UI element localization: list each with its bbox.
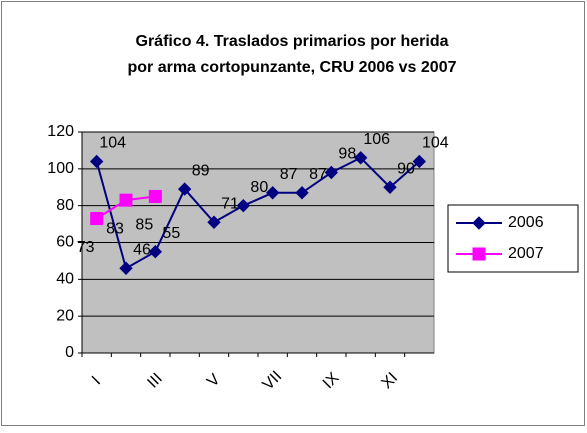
point xyxy=(177,182,192,196)
legend-marker xyxy=(472,216,486,230)
point xyxy=(324,165,339,180)
data-label: 80 xyxy=(250,179,268,196)
data-label: 104 xyxy=(422,135,449,152)
y-tick-label: 120 xyxy=(47,123,74,140)
point xyxy=(412,154,427,169)
point xyxy=(236,198,251,213)
legend-marker xyxy=(472,247,486,261)
point xyxy=(295,186,309,200)
data-label: 55 xyxy=(162,225,180,242)
data-label: 87 xyxy=(280,166,298,183)
data-label: 104 xyxy=(99,135,126,152)
point xyxy=(383,180,397,194)
data-label: 89 xyxy=(192,162,210,179)
y-tick-label: 80 xyxy=(56,197,74,214)
legend-label: 2006 xyxy=(508,214,544,231)
data-label: 83 xyxy=(106,220,124,237)
point xyxy=(119,193,133,207)
y-tick-label: 100 xyxy=(47,160,74,177)
point xyxy=(353,151,368,165)
y-tick-label: 60 xyxy=(56,234,74,251)
data-label: 73 xyxy=(77,239,95,256)
point xyxy=(148,189,162,203)
chart-title: Gráfico 4. Traslados primarios por herid… xyxy=(136,33,449,50)
data-label: 98 xyxy=(338,146,356,163)
chart-title: por arma cortopunzante, CRU 2006 vs 2007 xyxy=(127,59,456,76)
data-label: 90 xyxy=(397,160,415,177)
point xyxy=(148,245,163,259)
data-label: 85 xyxy=(135,217,153,234)
data-label: 46 xyxy=(133,242,151,259)
series-line xyxy=(95,156,420,270)
legend-box xyxy=(447,204,579,273)
legend-label: 2007 xyxy=(508,245,544,262)
point xyxy=(90,212,104,226)
data-label: 87 xyxy=(309,166,327,183)
y-tick-label: 20 xyxy=(56,307,74,324)
y-tick-label: 40 xyxy=(56,271,74,288)
data-label: 106 xyxy=(363,131,390,148)
point xyxy=(89,154,104,169)
point xyxy=(119,261,133,275)
y-tick-label: 0 xyxy=(65,344,74,361)
point xyxy=(265,186,280,200)
point xyxy=(207,215,221,229)
data-label: 71 xyxy=(221,195,239,212)
